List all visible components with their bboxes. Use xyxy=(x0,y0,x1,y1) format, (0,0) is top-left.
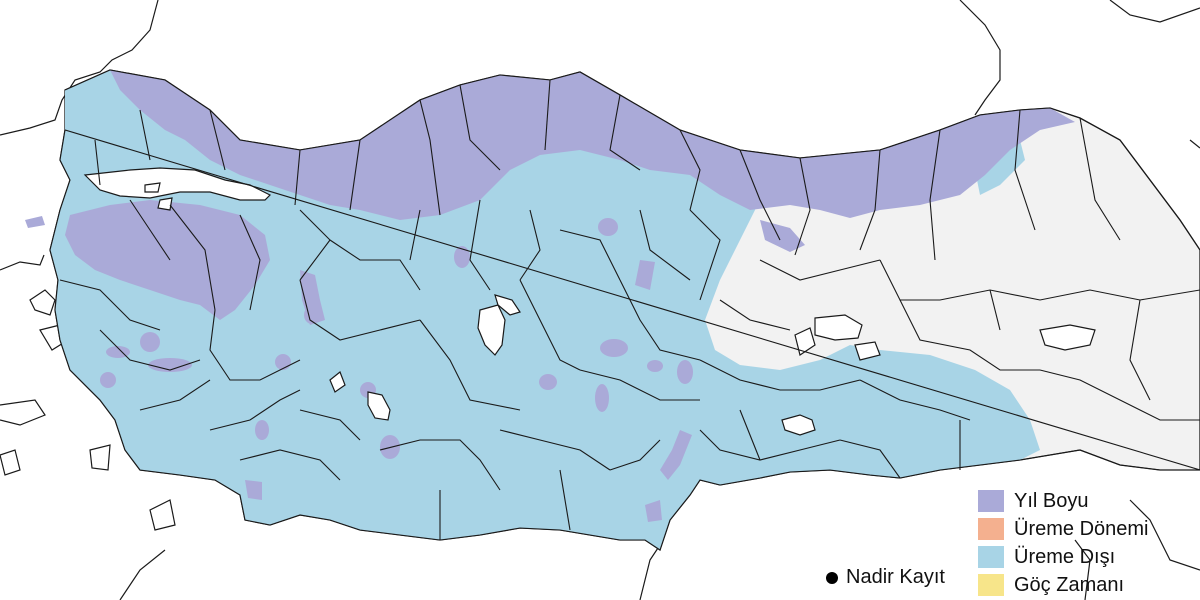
year-round-patch xyxy=(660,430,692,480)
year-round-patch xyxy=(25,216,45,228)
rare-record-legend: Nadir Kayıt xyxy=(826,566,945,589)
year-round-patch xyxy=(677,360,693,384)
year-round-patch xyxy=(140,332,160,352)
legend-swatch xyxy=(978,490,1004,512)
year-round-patch xyxy=(645,500,662,522)
year-round-patch xyxy=(595,384,609,412)
legend-label: Yıl Boyu xyxy=(1014,489,1089,512)
year-round-patch xyxy=(275,354,291,370)
legend-swatch xyxy=(978,574,1004,596)
legend-label: Göç Zamanı xyxy=(1014,573,1125,596)
year-round-patch xyxy=(539,374,557,390)
legend-swatch xyxy=(978,546,1004,568)
rare-record-label: Nadir Kayıt xyxy=(846,566,945,588)
year-round-patch xyxy=(454,246,470,268)
year-round-patch xyxy=(598,218,618,236)
non-breeding-range-east-strip xyxy=(975,140,1025,195)
black-dot-icon xyxy=(826,571,838,584)
year-round-patch xyxy=(635,260,655,290)
year-round-patch xyxy=(760,220,805,252)
water-bodies xyxy=(83,167,1096,436)
year-round-patch xyxy=(600,339,628,357)
year-round-patch xyxy=(106,346,130,358)
year-round-patch xyxy=(255,420,269,440)
legend-item-year-round: Yıl Boyu xyxy=(978,487,1200,515)
year-round-patch xyxy=(100,372,116,388)
province-borders xyxy=(49,69,1200,551)
legend-label: Üreme Dönemi xyxy=(1014,517,1149,540)
legend-label: Üreme Dışı xyxy=(1014,545,1116,568)
year-round-patch xyxy=(245,480,262,500)
legend-swatch xyxy=(978,518,1004,540)
year-round-patch xyxy=(647,360,663,372)
legend-item-migration: Göç Zamanı xyxy=(978,571,1200,599)
year-round-patch xyxy=(148,358,192,372)
legend-item-breeding: Üreme Dönemi xyxy=(978,515,1200,543)
legend-item-non-breeding: Üreme Dışı xyxy=(978,543,1200,571)
map-legend: Yıl Boyu Üreme Dönemi Üreme Dışı Göç Zam… xyxy=(978,487,1200,599)
year-round-range-west xyxy=(65,200,270,320)
year-round-range-north xyxy=(110,70,1075,220)
